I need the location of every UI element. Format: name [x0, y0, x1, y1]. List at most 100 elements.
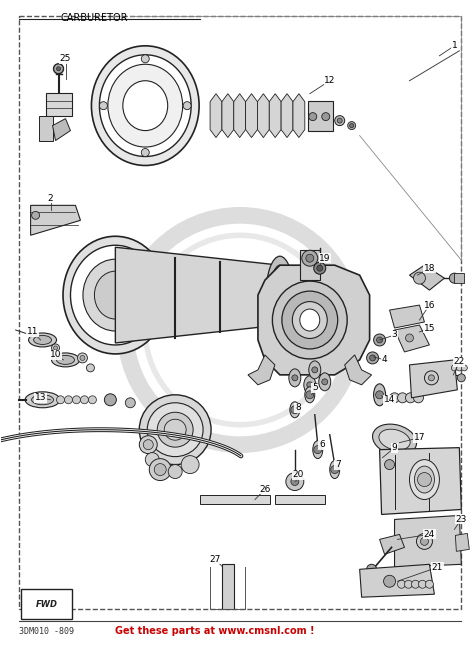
Polygon shape	[248, 355, 275, 385]
Circle shape	[54, 346, 57, 350]
Ellipse shape	[304, 376, 316, 394]
Text: FWD: FWD	[36, 600, 57, 608]
Polygon shape	[269, 94, 281, 137]
Ellipse shape	[63, 237, 168, 354]
Circle shape	[181, 455, 199, 474]
Ellipse shape	[94, 271, 137, 319]
Circle shape	[52, 344, 60, 352]
Ellipse shape	[34, 336, 52, 344]
Polygon shape	[394, 516, 461, 567]
Polygon shape	[53, 119, 71, 141]
Text: 9: 9	[392, 443, 397, 452]
Ellipse shape	[414, 466, 434, 493]
Polygon shape	[345, 355, 372, 385]
Circle shape	[317, 265, 323, 271]
Bar	[21, 589, 73, 619]
Polygon shape	[390, 305, 424, 328]
Bar	[200, 495, 270, 505]
Ellipse shape	[330, 461, 340, 478]
Circle shape	[404, 580, 412, 588]
Ellipse shape	[71, 245, 160, 345]
Circle shape	[64, 396, 73, 404]
Circle shape	[398, 580, 405, 588]
Polygon shape	[257, 94, 269, 137]
Text: Get these parts at www.cmsnl.com !: Get these parts at www.cmsnl.com !	[115, 626, 315, 636]
Text: 14: 14	[384, 396, 395, 404]
Polygon shape	[246, 94, 257, 137]
Text: 10: 10	[50, 350, 61, 359]
Ellipse shape	[305, 387, 315, 403]
Polygon shape	[380, 534, 404, 555]
Circle shape	[183, 102, 191, 110]
Circle shape	[376, 337, 383, 343]
Circle shape	[314, 262, 326, 274]
Text: 24: 24	[424, 530, 435, 539]
Ellipse shape	[379, 429, 410, 450]
Ellipse shape	[300, 309, 320, 331]
Text: 17: 17	[414, 433, 425, 442]
Circle shape	[56, 396, 64, 404]
Text: 1: 1	[452, 41, 457, 51]
Circle shape	[413, 393, 423, 403]
Circle shape	[291, 478, 299, 486]
Polygon shape	[31, 206, 81, 235]
Circle shape	[366, 564, 376, 574]
Ellipse shape	[139, 395, 211, 464]
Circle shape	[331, 466, 339, 474]
Circle shape	[306, 254, 314, 262]
Text: 15: 15	[424, 323, 435, 332]
Polygon shape	[234, 94, 246, 137]
Circle shape	[291, 406, 299, 414]
Circle shape	[143, 440, 153, 449]
Circle shape	[451, 365, 457, 371]
Text: 4: 4	[382, 355, 387, 365]
Circle shape	[86, 364, 94, 372]
Bar	[308, 101, 333, 131]
Polygon shape	[210, 94, 222, 137]
Ellipse shape	[266, 256, 294, 334]
Circle shape	[419, 580, 427, 588]
Text: 21: 21	[432, 563, 443, 572]
Polygon shape	[410, 265, 445, 290]
Polygon shape	[360, 564, 434, 597]
Circle shape	[307, 382, 313, 388]
Ellipse shape	[289, 369, 301, 387]
Text: 23: 23	[456, 515, 467, 524]
Circle shape	[417, 533, 432, 549]
Circle shape	[168, 464, 182, 478]
Ellipse shape	[270, 265, 290, 325]
Ellipse shape	[292, 302, 327, 338]
Text: 13: 13	[35, 394, 46, 402]
Circle shape	[405, 334, 413, 342]
Text: 19: 19	[319, 254, 330, 263]
Circle shape	[80, 355, 85, 361]
Circle shape	[73, 396, 81, 404]
Text: 16: 16	[424, 300, 435, 309]
Ellipse shape	[123, 81, 168, 131]
Circle shape	[314, 445, 322, 453]
Circle shape	[449, 273, 459, 283]
Ellipse shape	[164, 419, 186, 440]
Circle shape	[56, 67, 61, 71]
Ellipse shape	[157, 412, 193, 447]
Circle shape	[139, 436, 157, 453]
Text: 22: 22	[454, 357, 465, 367]
Ellipse shape	[373, 424, 417, 455]
Polygon shape	[410, 360, 457, 397]
Circle shape	[145, 453, 159, 466]
Text: 8: 8	[295, 403, 301, 412]
Text: 3DM010 -809: 3DM010 -809	[18, 627, 73, 635]
Circle shape	[54, 64, 64, 74]
Text: 7: 7	[335, 460, 341, 469]
Circle shape	[292, 375, 298, 381]
Circle shape	[100, 102, 108, 110]
Polygon shape	[455, 273, 465, 283]
Polygon shape	[394, 325, 429, 352]
Circle shape	[77, 353, 87, 363]
Circle shape	[286, 472, 304, 491]
Circle shape	[312, 367, 318, 373]
Circle shape	[413, 272, 426, 284]
Circle shape	[428, 375, 434, 381]
Ellipse shape	[91, 46, 199, 166]
Ellipse shape	[147, 403, 203, 457]
